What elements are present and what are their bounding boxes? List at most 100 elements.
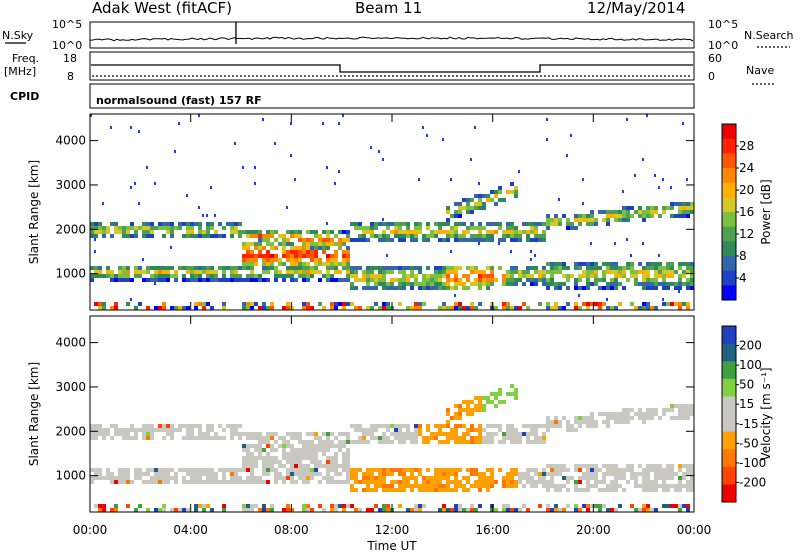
power-pixel: [450, 270, 454, 274]
power-pixel: [546, 278, 550, 282]
velocity-pixel: [402, 432, 406, 436]
velocity-pixel: [442, 468, 446, 472]
velocity-pixel: [502, 476, 506, 480]
velocity-pixel: [382, 440, 386, 444]
power-pixel: [398, 266, 402, 270]
velocity-pixel: [514, 396, 518, 400]
velocity-pixel: [358, 440, 362, 444]
power-pixel: [134, 274, 138, 278]
power-pixel: [214, 234, 218, 238]
power-pixel: [666, 274, 670, 278]
power-pixel: [470, 210, 474, 214]
power-pixel: [94, 266, 98, 270]
power-pixel: [210, 186, 212, 189]
power-pixel: [630, 214, 634, 218]
power-pixel: [418, 306, 422, 310]
power-pixel: [650, 282, 654, 286]
velocity-pixel: [130, 424, 134, 428]
velocity-pixel: [646, 408, 650, 412]
power-pixel: [302, 306, 306, 310]
power-pixel: [262, 246, 266, 250]
power-pixel: [286, 302, 290, 306]
velocity-pixel: [534, 480, 538, 484]
velocity-pixel: [666, 408, 670, 412]
velocity-pixel: [646, 484, 650, 488]
power-pixel: [610, 270, 614, 274]
velocity-pixel: [462, 440, 466, 444]
velocity-pixel: [142, 432, 146, 436]
velocity-pixel: [118, 480, 122, 484]
power-pixel: [286, 230, 290, 234]
velocity-pixel: [486, 432, 490, 436]
power-pixel: [246, 250, 250, 254]
power-pixel: [506, 302, 510, 306]
velocity-pixel: [518, 480, 522, 484]
power-pixel: [482, 226, 486, 230]
velocity-pixel: [506, 472, 510, 476]
velocity-pixel: [514, 484, 518, 488]
power-pixel: [406, 278, 410, 282]
power-pixel: [222, 266, 226, 270]
power-pixel: [354, 222, 358, 226]
velocity-pixel: [270, 448, 274, 452]
velocity-pixel: [590, 464, 594, 468]
power-pixel: [322, 242, 326, 246]
power-pixel: [266, 278, 270, 282]
power-pixel: [362, 230, 366, 234]
velocity-pixel: [534, 440, 538, 444]
velocity-pixel: [362, 440, 366, 444]
velocity-pixel: [650, 464, 654, 468]
velocity-pixel: [494, 404, 498, 408]
power-pixel: [658, 282, 662, 286]
colorbar-swatch: [722, 414, 736, 433]
power-pixel: [510, 274, 514, 278]
velocity-pixel: [242, 504, 246, 508]
power-pixel: [378, 266, 382, 270]
power-pixel: [438, 230, 442, 234]
velocity-pixel: [486, 396, 490, 400]
power-pixel: [250, 306, 254, 310]
power-pixel: [334, 306, 338, 310]
power-pixel: [530, 238, 534, 242]
velocity-pixel: [650, 408, 654, 412]
velocity-pixel: [530, 432, 534, 436]
velocity-pixel: [266, 468, 270, 472]
power-pixel: [186, 266, 190, 270]
power-pixel: [502, 302, 506, 306]
velocity-pixel: [542, 476, 546, 480]
velocity-pixel: [462, 424, 466, 428]
power-pixel: [426, 286, 430, 290]
power-pixel: [362, 238, 366, 242]
velocity-pixel: [542, 440, 546, 444]
velocity-pixel: [398, 440, 402, 444]
velocity-pixel: [350, 484, 354, 488]
power-pixel: [210, 278, 214, 282]
power-pixel: [434, 274, 438, 278]
power-pixel: [454, 270, 458, 274]
power-pixel: [326, 254, 330, 258]
velocity-pixel: [238, 476, 242, 480]
power-pixel: [146, 166, 148, 169]
power-pixel: [582, 178, 584, 181]
velocity-pixel: [174, 476, 178, 480]
velocity-pixel: [254, 504, 258, 508]
power-pixel: [514, 270, 518, 274]
power-pixel: [658, 266, 662, 270]
power-pixel: [250, 270, 254, 274]
velocity-pixel: [554, 464, 558, 468]
power-pixel: [322, 306, 326, 310]
velocity-pixel: [302, 456, 306, 460]
velocity-pixel: [394, 428, 398, 432]
velocity-pixel: [170, 468, 174, 472]
velocity-pixel: [430, 432, 434, 436]
power-pixel: [270, 242, 274, 246]
power-pixel: [194, 222, 198, 226]
power-pixel: [106, 270, 110, 274]
velocity-pixel: [442, 440, 446, 444]
power-pixel: [370, 222, 374, 226]
velocity-pixel: [438, 508, 442, 512]
power-pixel: [594, 270, 598, 274]
velocity-pixel: [550, 476, 554, 480]
velocity-pixel: [690, 412, 694, 416]
power-pixel: [578, 294, 580, 297]
